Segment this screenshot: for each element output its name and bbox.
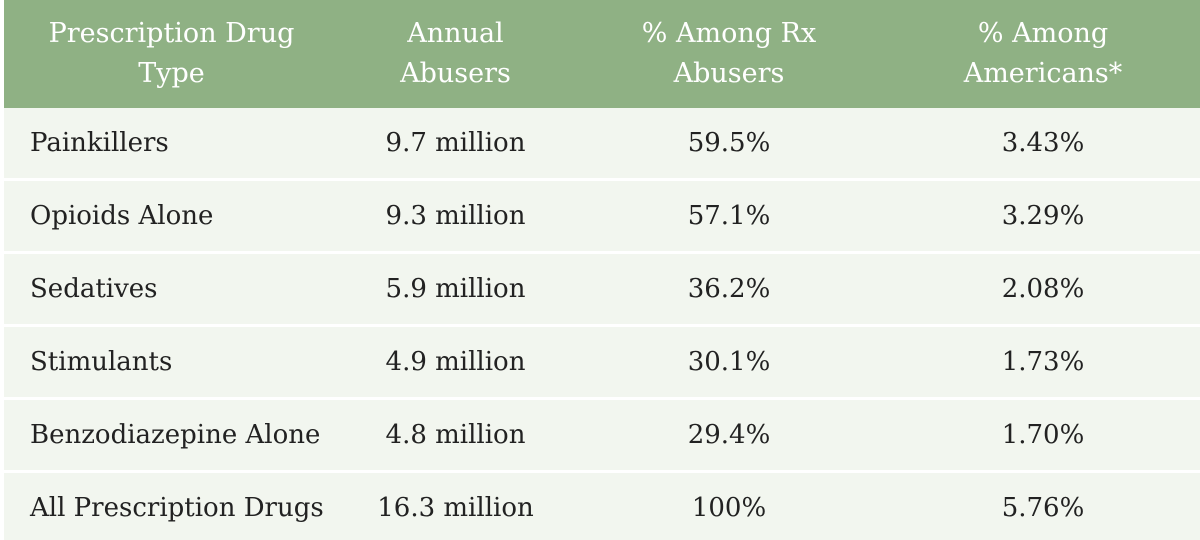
cell-percent-rx-abusers: 57.1% [572,181,886,254]
header-annual-abusers: Annual Abusers [339,0,572,108]
table-header: Prescription Drug Type Annual Abusers % … [4,0,1200,108]
cell-percent-americans: 2.08% [886,254,1200,327]
prescription-drug-abuse-table: Prescription Drug Type Annual Abusers % … [4,0,1200,540]
header-drug-type: Prescription Drug Type [4,0,339,108]
cell-annual-abusers: 9.3 million [339,181,572,254]
header-line: Abusers [673,58,785,89]
cell-annual-abusers: 16.3 million [339,473,572,540]
cell-drug-type: Painkillers [4,108,339,181]
header-row: Prescription Drug Type Annual Abusers % … [4,0,1200,108]
cell-percent-americans: 1.73% [886,327,1200,400]
header-line: % Among [977,18,1109,49]
header-line: Type [138,58,205,89]
header-line: Annual [407,18,504,49]
header-line: Americans* [963,58,1123,89]
table-body: Painkillers 9.7 million 59.5% 3.43% Opio… [4,108,1200,540]
header-percent-among-americans: % Among Americans* [886,0,1200,108]
table-row: Opioids Alone 9.3 million 57.1% 3.29% [4,181,1200,254]
cell-drug-type: Stimulants [4,327,339,400]
table-row: Stimulants 4.9 million 30.1% 1.73% [4,327,1200,400]
cell-annual-abusers: 4.8 million [339,400,572,473]
cell-drug-type: All Prescription Drugs [4,473,339,540]
header-line: % Among Rx [641,18,817,49]
cell-percent-americans: 1.70% [886,400,1200,473]
cell-percent-rx-abusers: 29.4% [572,400,886,473]
cell-drug-type: Sedatives [4,254,339,327]
cell-annual-abusers: 9.7 million [339,108,572,181]
cell-drug-type: Opioids Alone [4,181,339,254]
table-row: Benzodiazepine Alone 4.8 million 29.4% 1… [4,400,1200,473]
header-line: Prescription Drug [48,18,295,49]
cell-drug-type: Benzodiazepine Alone [4,400,339,473]
cell-percent-rx-abusers: 100% [572,473,886,540]
cell-percent-americans: 3.29% [886,181,1200,254]
cell-annual-abusers: 4.9 million [339,327,572,400]
cell-percent-americans: 3.43% [886,108,1200,181]
table-row: All Prescription Drugs 16.3 million 100%… [4,473,1200,540]
cell-percent-americans: 5.76% [886,473,1200,540]
cell-annual-abusers: 5.9 million [339,254,572,327]
table-row: Painkillers 9.7 million 59.5% 3.43% [4,108,1200,181]
header-percent-among-rx-abusers: % Among Rx Abusers [572,0,886,108]
table-row: Sedatives 5.9 million 36.2% 2.08% [4,254,1200,327]
cell-percent-rx-abusers: 59.5% [572,108,886,181]
cell-percent-rx-abusers: 30.1% [572,327,886,400]
cell-percent-rx-abusers: 36.2% [572,254,886,327]
header-line: Abusers [400,58,511,89]
